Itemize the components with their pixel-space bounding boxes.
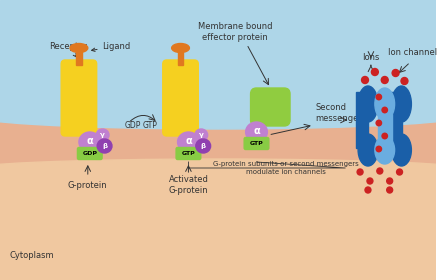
Ellipse shape [382, 107, 388, 113]
Bar [390, 92, 401, 148]
Text: α: α [185, 136, 192, 146]
Text: Receptor: Receptor [50, 41, 87, 57]
Ellipse shape [0, 159, 442, 181]
Ellipse shape [367, 178, 373, 184]
Text: Ion channel: Ion channel [388, 48, 437, 57]
Ellipse shape [196, 139, 211, 153]
Text: G-protein subunits or second messengers
modulate ion channels: G-protein subunits or second messengers … [213, 161, 359, 175]
Text: Ions: Ions [362, 53, 380, 62]
Text: GTP: GTP [250, 141, 263, 146]
Text: β: β [102, 143, 107, 148]
FancyBboxPatch shape [244, 137, 269, 150]
Text: Ligand: Ligand [91, 41, 131, 52]
Bar [378, 114, 392, 142]
Ellipse shape [357, 169, 363, 175]
Text: Activated
G-protein: Activated G-protein [168, 175, 208, 195]
Text: γ: γ [100, 132, 105, 137]
Ellipse shape [246, 122, 267, 142]
Text: Cytoplasm: Cytoplasm [10, 251, 54, 260]
Ellipse shape [358, 86, 378, 122]
Ellipse shape [387, 187, 392, 193]
Ellipse shape [70, 43, 88, 53]
FancyBboxPatch shape [251, 88, 290, 126]
Text: G-protein: G-protein [68, 181, 107, 190]
Ellipse shape [0, 99, 442, 129]
Bar [0, 114, 436, 172]
Ellipse shape [375, 136, 395, 164]
Ellipse shape [377, 168, 383, 174]
FancyBboxPatch shape [163, 60, 198, 136]
Bar [178, 51, 183, 65]
Ellipse shape [392, 69, 399, 76]
Ellipse shape [392, 134, 412, 166]
FancyBboxPatch shape [61, 60, 97, 136]
Ellipse shape [375, 88, 395, 120]
Ellipse shape [381, 76, 388, 83]
Text: γ: γ [199, 132, 204, 137]
Bar [0, 162, 436, 280]
Text: GDP: GDP [125, 121, 141, 130]
Ellipse shape [376, 120, 381, 126]
Ellipse shape [382, 133, 388, 139]
Bar [356, 92, 368, 148]
Text: Second
messengers: Second messengers [316, 103, 367, 123]
Ellipse shape [376, 146, 381, 152]
Text: Membrane bound
effector protein: Membrane bound effector protein [198, 22, 272, 42]
Ellipse shape [371, 69, 378, 76]
FancyBboxPatch shape [77, 148, 102, 160]
Text: GTP: GTP [142, 121, 157, 130]
Ellipse shape [396, 169, 403, 175]
Text: β: β [201, 143, 206, 148]
Ellipse shape [401, 78, 408, 85]
Ellipse shape [96, 129, 109, 141]
Text: α: α [253, 126, 260, 136]
Text: GDP: GDP [82, 151, 97, 156]
Ellipse shape [79, 132, 101, 152]
Ellipse shape [365, 187, 371, 193]
Bar [76, 51, 82, 65]
Ellipse shape [376, 94, 381, 100]
Ellipse shape [97, 139, 112, 153]
Text: GTP: GTP [182, 151, 195, 156]
Ellipse shape [362, 76, 369, 83]
Ellipse shape [392, 86, 412, 122]
Ellipse shape [178, 132, 199, 152]
Text: α: α [86, 136, 93, 146]
FancyBboxPatch shape [176, 148, 201, 160]
Ellipse shape [387, 178, 392, 184]
Ellipse shape [195, 129, 208, 141]
Ellipse shape [171, 43, 190, 53]
Ellipse shape [358, 134, 378, 166]
